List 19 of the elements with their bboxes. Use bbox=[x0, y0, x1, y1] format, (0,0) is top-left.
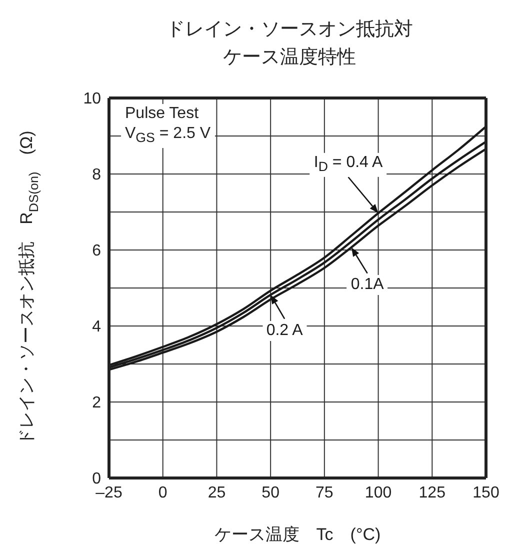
x-tick-label: 25 bbox=[208, 484, 226, 502]
chart-title: ドレイン・ソースオン抵抗対ケース温度特性 bbox=[165, 18, 414, 70]
legend-label: 0.2 A bbox=[262, 320, 307, 341]
x-tick-label: 0 bbox=[158, 484, 168, 502]
x-axis-title: ケース温度 Tc (°C) bbox=[214, 525, 381, 544]
y-tick-label: 8 bbox=[92, 166, 102, 184]
y-tick-label: 4 bbox=[92, 318, 102, 336]
x-tick-label: 125 bbox=[418, 484, 446, 502]
x-tick-label: 50 bbox=[262, 484, 280, 502]
x-tick-label: 150 bbox=[472, 484, 500, 502]
y-tick-label: 10 bbox=[83, 90, 102, 108]
legend-label: 0.1A bbox=[346, 275, 388, 296]
y-tick-label: 6 bbox=[92, 242, 102, 260]
x-tick-label: 75 bbox=[316, 484, 334, 502]
annotation: V$_{GS}$ = 2.5 V bbox=[125, 124, 211, 148]
annotation: Pulse Test bbox=[125, 104, 200, 124]
x-tick-label: 100 bbox=[364, 484, 392, 502]
series-label: I$_{D}$ = 0.4 A bbox=[310, 153, 387, 178]
y-tick-label: 2 bbox=[92, 394, 102, 412]
